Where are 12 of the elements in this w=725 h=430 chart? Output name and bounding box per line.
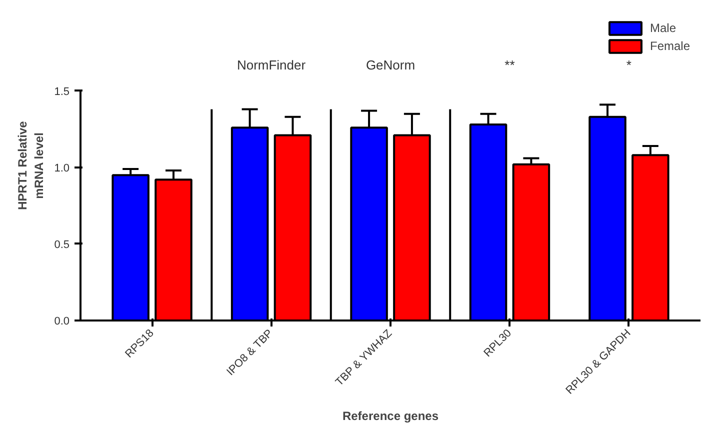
legend-label: Female <box>650 39 690 53</box>
y-axis-title: HPRT1 Relative mRNA level <box>15 120 46 210</box>
y-tick-label: 0.0 <box>54 316 70 328</box>
text: * <box>626 58 632 72</box>
y-tick-label: 1.5 <box>54 86 70 98</box>
text: ** <box>504 58 515 72</box>
text: NormFinder <box>236 58 306 72</box>
text: GeNorm <box>366 58 416 72</box>
x-axis-title: Reference genes <box>342 408 439 423</box>
y-tick-label: 1.0 <box>54 162 70 174</box>
y-tick-label: 0.5 <box>54 238 70 251</box>
legend-label: Male <box>650 21 676 35</box>
